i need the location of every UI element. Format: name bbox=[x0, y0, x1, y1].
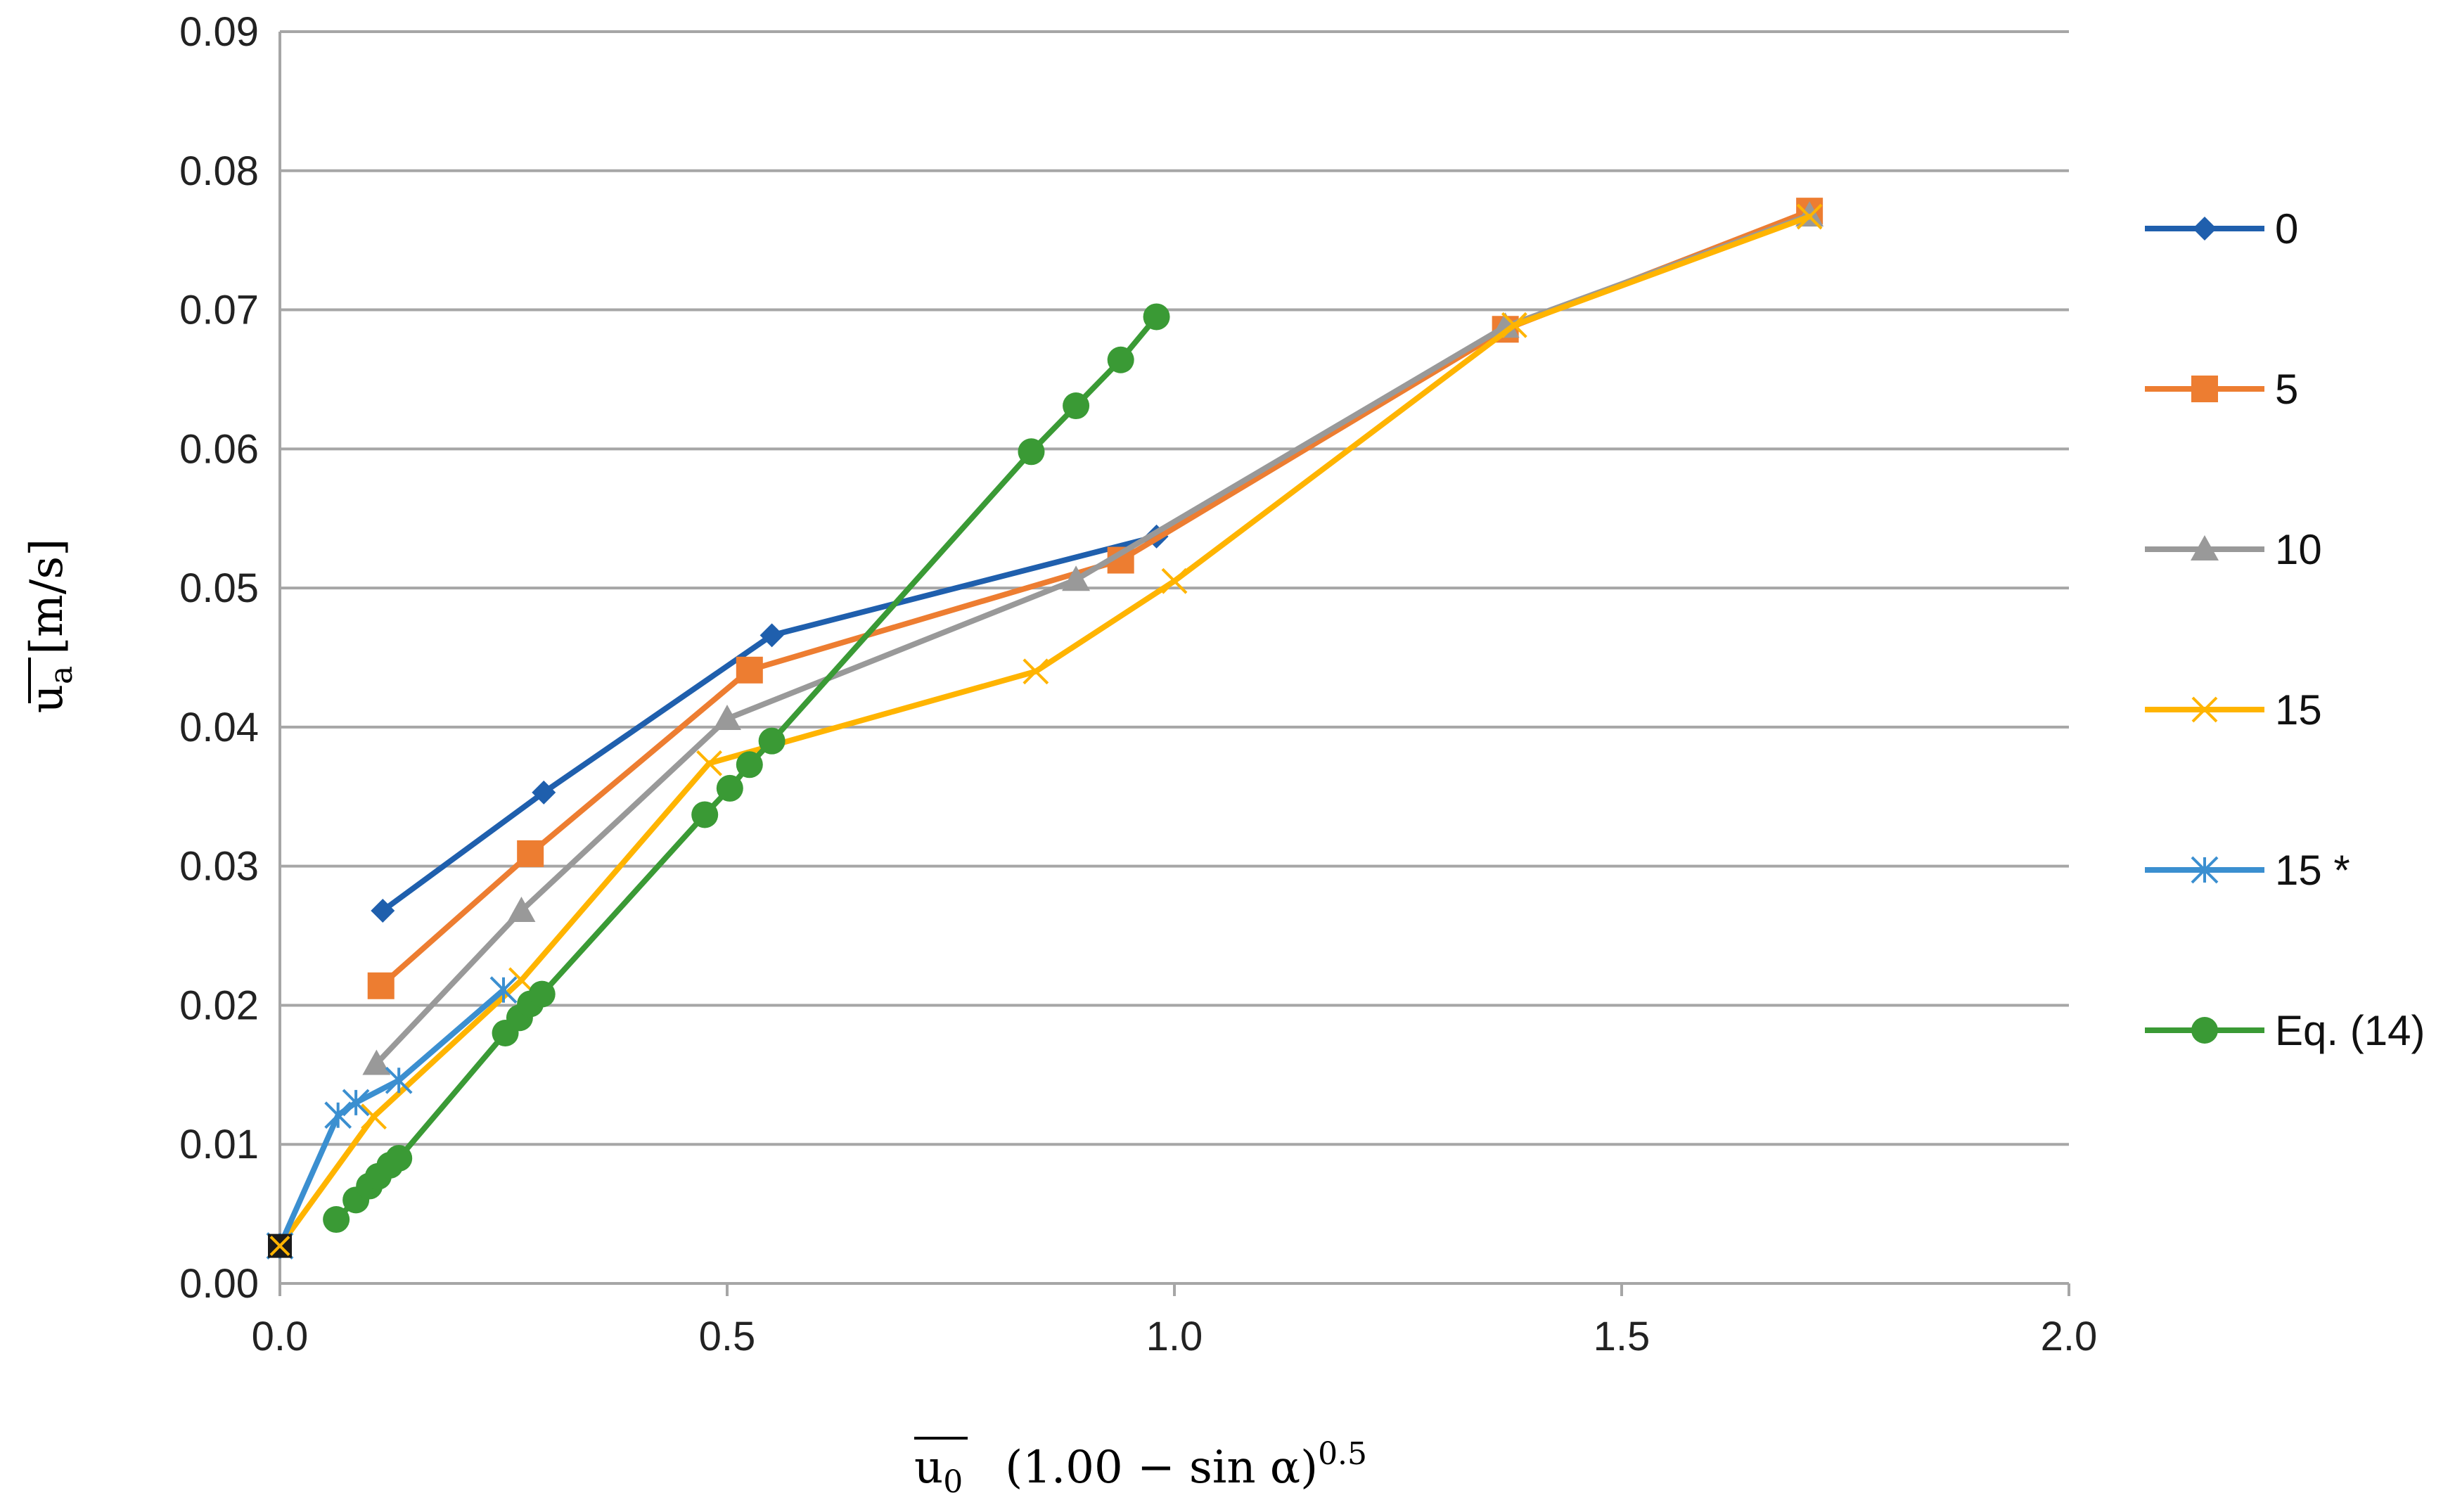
data-point bbox=[1062, 565, 1091, 591]
axes: 0.00 0.01 0.02 0.03 0.04 0.05 0.06 0.07 0.08 0.09… bbox=[179, 9, 2097, 1359]
origin-marker-x bbox=[269, 1236, 290, 1257]
series-layer bbox=[266, 198, 1824, 1260]
y-tick-label: 0.07 bbox=[179, 288, 259, 333]
data-point bbox=[517, 840, 544, 867]
legend-item: 5 bbox=[2145, 366, 2298, 413]
legend-label: 5 bbox=[2275, 366, 2298, 413]
data-point bbox=[1063, 392, 1090, 420]
legend-swatch-marker bbox=[2191, 535, 2219, 560]
data-point bbox=[507, 896, 536, 922]
y-tick-label: 0.06 bbox=[179, 426, 259, 472]
x-tick-label: 1.0 bbox=[1146, 1314, 1203, 1359]
series-line bbox=[380, 533, 1160, 914]
data-point bbox=[759, 623, 784, 648]
x-axis-title-main: u bbox=[914, 1442, 943, 1494]
data-point bbox=[1161, 568, 1188, 594]
y-tick-label: 0.08 bbox=[179, 148, 259, 194]
data-point bbox=[361, 1103, 387, 1130]
data-point bbox=[1107, 346, 1134, 373]
data-point bbox=[1796, 203, 1823, 230]
data-point bbox=[716, 774, 743, 802]
legend-item: Eq. (14) bbox=[2145, 1007, 2425, 1054]
y-tick-label: 0.09 bbox=[179, 9, 259, 55]
data-point bbox=[367, 972, 395, 999]
y-tick-label: 0.03 bbox=[179, 844, 259, 890]
data-point bbox=[362, 1049, 391, 1075]
legend-label: 15 * bbox=[2275, 847, 2350, 894]
data-point bbox=[696, 750, 722, 776]
origin-point bbox=[268, 1234, 292, 1258]
data-point bbox=[371, 898, 395, 923]
x-axis-title: u0 (1.00 − sin α)0.5 bbox=[914, 1436, 1367, 1500]
series-eq-14- bbox=[323, 303, 1170, 1234]
y-tick-label: 0.01 bbox=[179, 1122, 259, 1167]
legend-swatch-marker bbox=[2193, 217, 2217, 241]
legend-item: 10 bbox=[2145, 526, 2322, 573]
x-tick-label: 1.5 bbox=[1594, 1314, 1650, 1359]
data-point bbox=[528, 980, 556, 1008]
y-axis-title-rest: [m/s] bbox=[21, 539, 73, 655]
legend: 0 5 10 15 15 * Eq. (14) bbox=[2145, 205, 2425, 1054]
data-point bbox=[324, 1101, 352, 1129]
data-point bbox=[342, 1089, 370, 1117]
data-point bbox=[489, 976, 518, 1004]
x-tick-label: 0.5 bbox=[699, 1314, 756, 1359]
data-point bbox=[323, 1206, 350, 1234]
data-point bbox=[736, 751, 763, 779]
x-tick-label: 0.0 bbox=[252, 1314, 309, 1359]
y-tick-label: 0.02 bbox=[179, 982, 259, 1028]
legend-item: 15 bbox=[2145, 686, 2322, 733]
y-tick-label: 0.04 bbox=[179, 705, 259, 750]
y-tick-label: 0.05 bbox=[179, 565, 259, 611]
series-line bbox=[277, 214, 1813, 1249]
data-point bbox=[758, 727, 786, 755]
gridlines bbox=[280, 30, 2069, 1146]
data-point bbox=[1491, 312, 1520, 338]
x-axis-title-sub: 0 bbox=[943, 1464, 963, 1500]
data-point bbox=[1501, 312, 1527, 338]
data-point bbox=[1023, 658, 1049, 685]
legend-swatch-marker bbox=[2191, 376, 2218, 402]
series-15 bbox=[267, 203, 1823, 1260]
y-tick-label: 0.00 bbox=[179, 1261, 259, 1307]
data-point bbox=[385, 1145, 413, 1172]
legend-label: Eq. (14) bbox=[2275, 1007, 2425, 1054]
legend-item: 15 * bbox=[2145, 847, 2350, 894]
data-point bbox=[1018, 438, 1045, 466]
data-point bbox=[691, 801, 719, 828]
data-point bbox=[736, 656, 763, 684]
data-point bbox=[532, 780, 556, 805]
legend-label: 10 bbox=[2275, 526, 2322, 573]
data-point bbox=[1143, 303, 1170, 331]
x-axis-title-exponent: 0.5 bbox=[1318, 1436, 1367, 1472]
legend-label: 15 bbox=[2275, 686, 2322, 733]
legend-item: 0 bbox=[2145, 205, 2298, 252]
legend-swatch-marker bbox=[2191, 696, 2218, 723]
data-point bbox=[508, 967, 534, 994]
legend-label: 0 bbox=[2275, 205, 2298, 252]
legend-swatch-marker bbox=[2191, 1017, 2218, 1044]
series-15- bbox=[266, 976, 518, 1260]
y-axis-title-sub: a bbox=[44, 666, 79, 684]
legend-swatch-marker bbox=[2191, 856, 2219, 884]
x-tick-label: 2.0 bbox=[2041, 1314, 2098, 1359]
data-point bbox=[713, 705, 741, 731]
x-axis-title-rest: (1.00 − sin α) bbox=[1005, 1442, 1318, 1494]
data-point bbox=[385, 1066, 413, 1094]
y-axis-title: ua[m/s] bbox=[21, 539, 79, 713]
